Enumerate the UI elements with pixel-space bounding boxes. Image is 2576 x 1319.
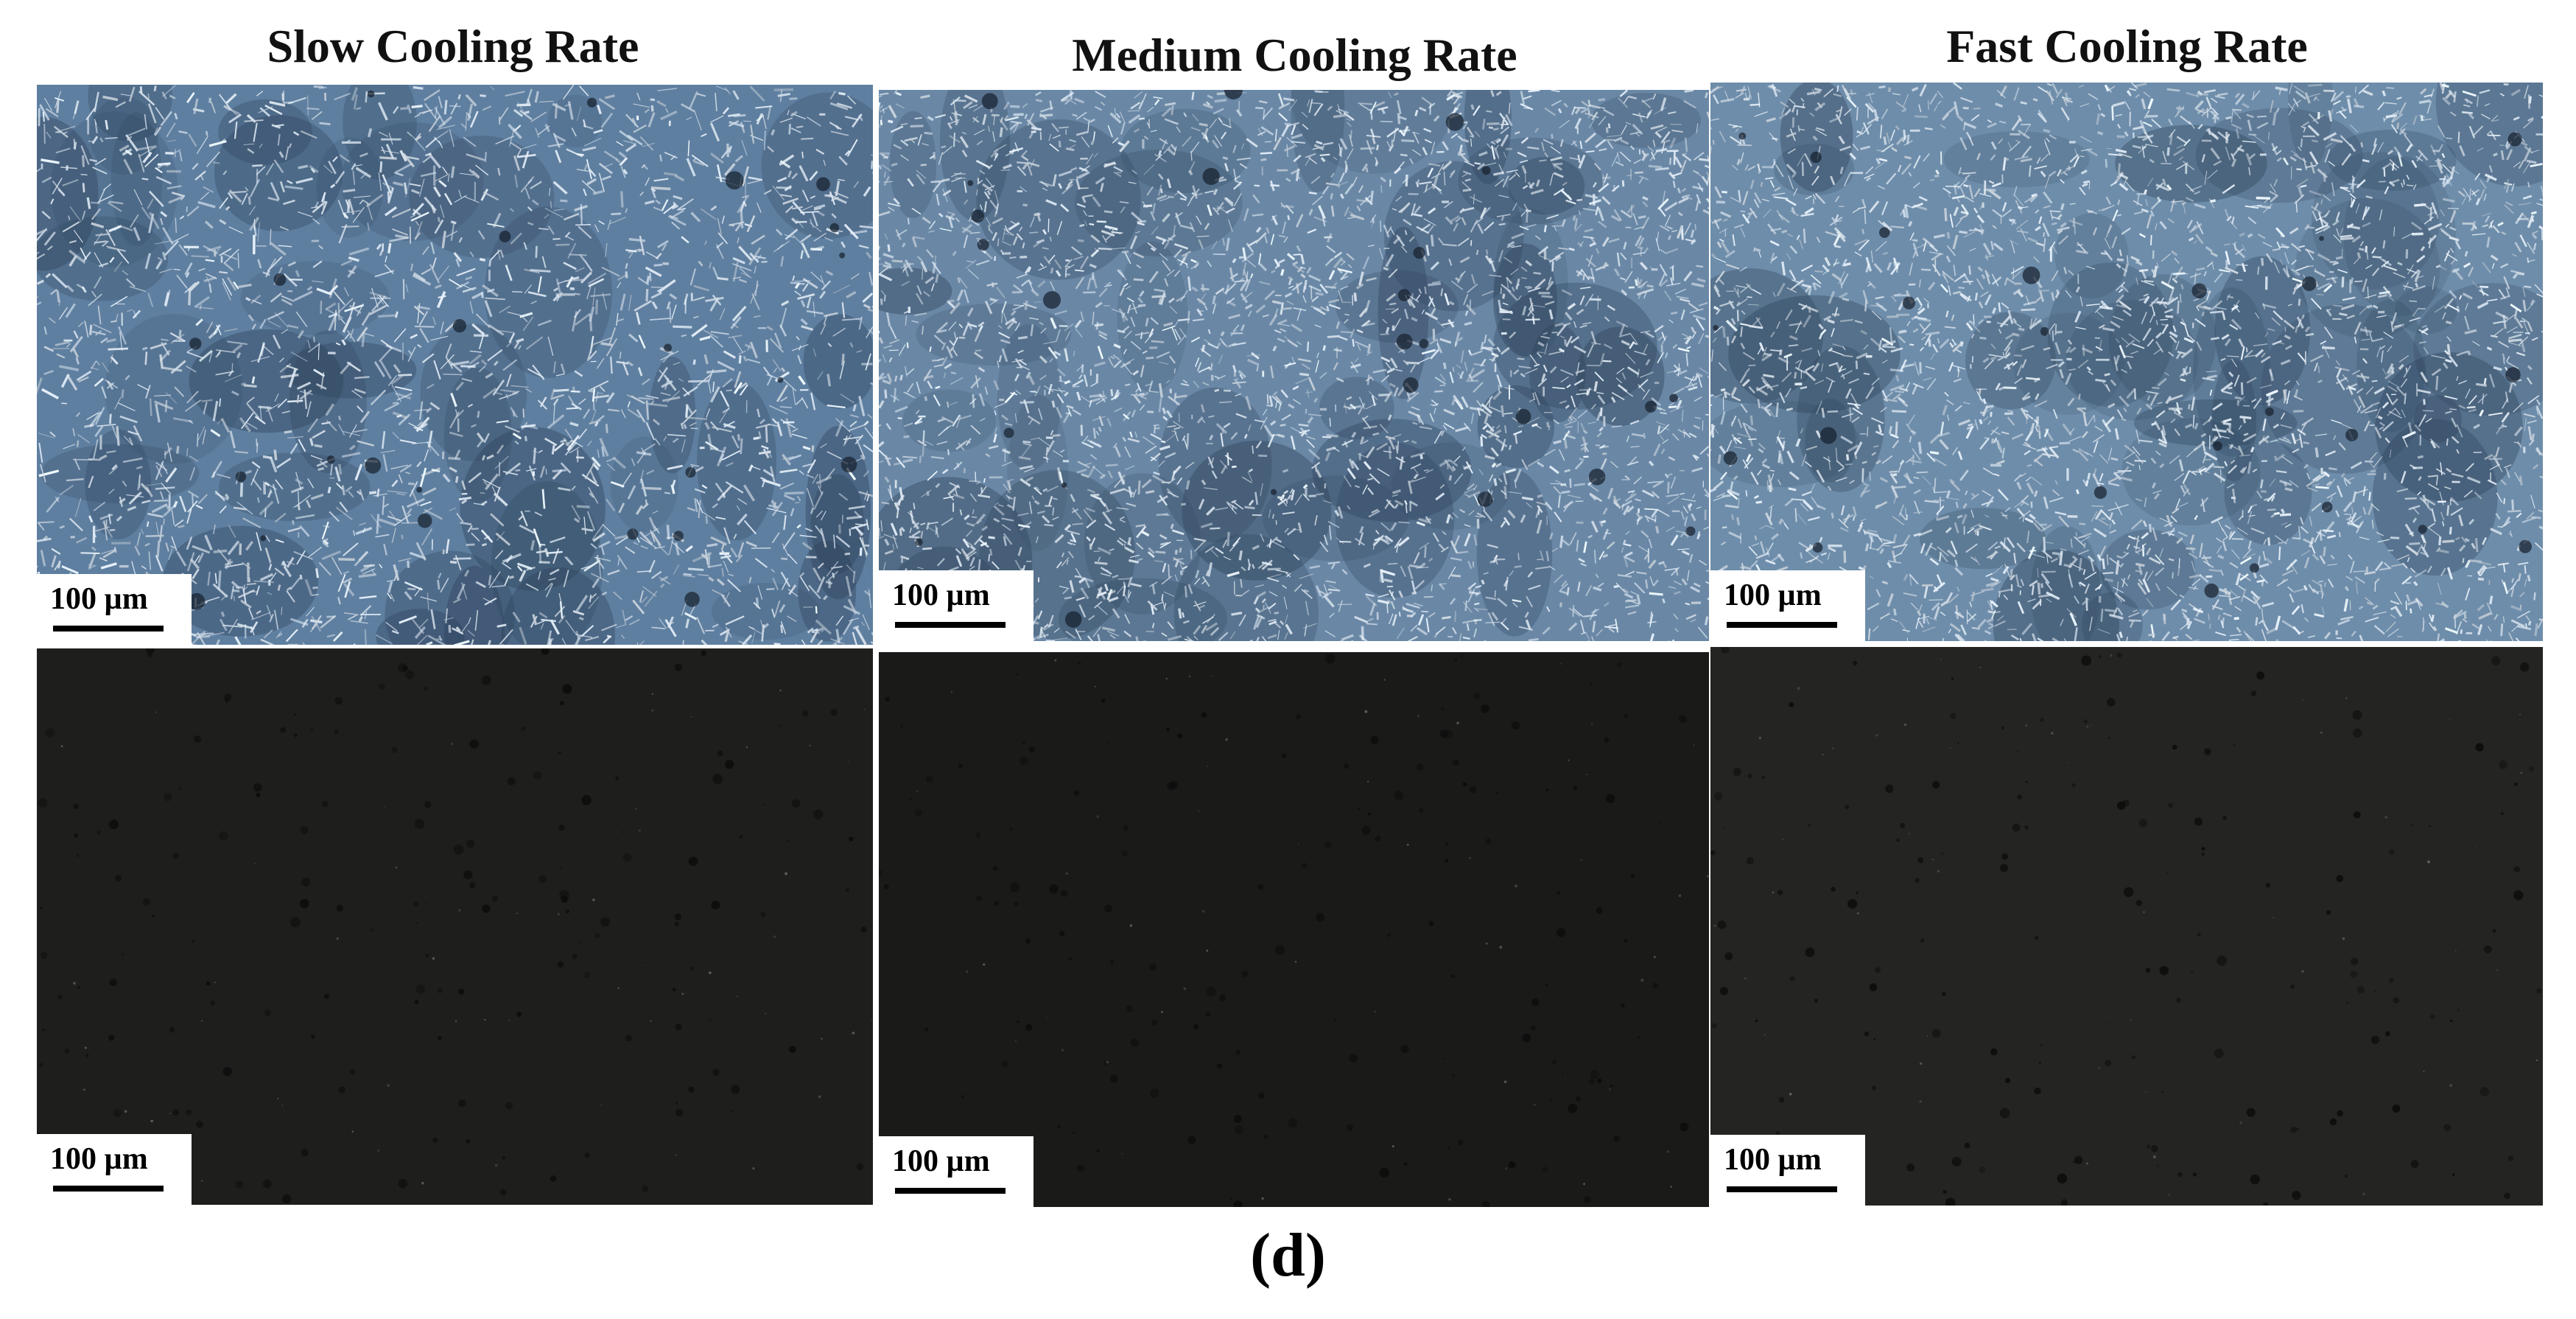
scale-box: 100 µm xyxy=(879,570,1033,641)
micrograph-image xyxy=(1710,647,2543,1206)
micrograph-bottom-medium: 100 µm xyxy=(879,652,1709,1207)
micrograph-image xyxy=(879,652,1709,1207)
micrograph-image xyxy=(1710,83,2543,641)
scale-bar xyxy=(895,622,1006,628)
scale-bar xyxy=(1727,622,1837,628)
scale-label: 100 µm xyxy=(1724,1143,1822,1177)
micrograph-image xyxy=(879,90,1709,641)
scale-label: 100 µm xyxy=(892,578,990,612)
micrograph-top-slow: 100 µm xyxy=(37,85,873,645)
scale-box: 100 µm xyxy=(37,1134,192,1205)
scale-box: 100 µm xyxy=(879,1136,1033,1207)
column-title-medium: Medium Cooling Rate xyxy=(1072,29,1517,81)
micrograph-top-medium: 100 µm xyxy=(879,90,1709,641)
scale-label: 100 µm xyxy=(892,1144,990,1178)
figure-caption: (d) xyxy=(1250,1221,1326,1290)
micrograph-image xyxy=(37,648,873,1205)
scale-label: 100 µm xyxy=(1724,578,1822,612)
scale-label: 100 µm xyxy=(50,582,148,616)
micrograph-bottom-fast: 100 µm xyxy=(1710,647,2543,1206)
column-title-slow: Slow Cooling Rate xyxy=(267,20,639,72)
scale-label: 100 µm xyxy=(50,1142,148,1176)
scale-box: 100 µm xyxy=(1710,570,1865,641)
micrograph-image xyxy=(37,85,873,645)
scale-bar xyxy=(1727,1186,1837,1192)
scale-bar xyxy=(895,1188,1006,1194)
scale-box: 100 µm xyxy=(1710,1135,1865,1206)
scale-bar xyxy=(53,1186,164,1192)
micrograph-bottom-slow: 100 µm xyxy=(37,648,873,1205)
scale-box: 100 µm xyxy=(37,574,192,645)
scale-bar xyxy=(53,626,164,631)
column-title-fast: Fast Cooling Rate xyxy=(1946,20,2308,72)
micrograph-top-fast: 100 µm xyxy=(1710,83,2543,641)
